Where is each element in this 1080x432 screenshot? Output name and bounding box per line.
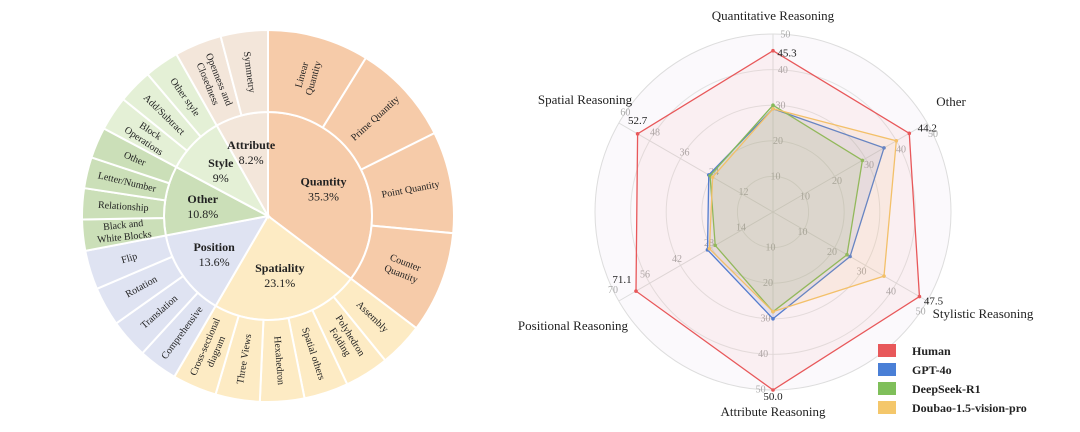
sunburst-subcategory-label: Symmetry	[241, 51, 257, 94]
legend-label: DeepSeek-R1	[912, 382, 981, 396]
radar-spoke	[618, 211, 774, 302]
radar-tick-label: 10	[770, 171, 780, 182]
radar-value-label: 44.2	[918, 122, 937, 134]
sunburst-category-percent: 10.8%	[187, 207, 218, 221]
radar-tick-label: 30	[761, 314, 771, 325]
sunburst-subcategory-label: Relationship	[98, 200, 149, 214]
radar-spoke	[618, 122, 774, 213]
radar-tick-label: 40	[896, 145, 906, 156]
radar-axis-label: Quantitative Reasoning	[712, 8, 835, 23]
legend-swatch	[878, 401, 896, 414]
radar-axis-label: Stylistic Reasoning	[933, 306, 1034, 321]
radar-tick-label: 20	[832, 176, 842, 187]
radar-value-label: 52.7	[628, 115, 648, 127]
radar-tick-label: 56	[640, 269, 650, 280]
sunburst-category-label: Position	[193, 240, 235, 254]
legend-swatch	[878, 363, 896, 376]
radar-axis-label: Attribute Reasoning	[720, 404, 826, 419]
sunburst-subcategory-label: Hexahedron	[271, 336, 286, 386]
radar-point-human	[907, 131, 912, 136]
radar-point-deepseek-r1	[845, 252, 849, 257]
radar-axis-label: Positional Reasoning	[518, 318, 629, 333]
radar-tick-label: 30	[775, 100, 785, 111]
radar-point-human	[634, 289, 638, 293]
radar-point-doubao-1-5-vision-pro	[771, 106, 775, 111]
radar-point-deepseek-r1	[771, 103, 775, 107]
radar-tick-label: 50	[928, 129, 938, 140]
radar-tick-label: 42	[672, 254, 682, 265]
sunburst-category-percent: 23.1%	[264, 276, 295, 290]
sunburst-outer-segment	[219, 28, 269, 117]
radar-tick-label: 30	[864, 160, 874, 171]
legend-swatch	[878, 382, 896, 395]
sunburst-category-percent: 13.6%	[199, 255, 230, 269]
sunburst-category-label: Spatiality	[255, 261, 304, 275]
radar-tick-label: 60	[620, 107, 630, 118]
sunburst-subcategory-label: Flip	[120, 251, 139, 266]
radar-point-deepseek-r1	[860, 158, 865, 163]
radar-tick-label: 40	[778, 65, 788, 76]
radar-value-label: 45.3	[777, 48, 797, 60]
radar-point-human	[771, 48, 775, 53]
radar-point-doubao-1-5-vision-pro	[707, 246, 712, 251]
radar-point-human	[635, 132, 640, 136]
radar-tick-label: 36	[679, 147, 689, 158]
sunburst-category-percent: 9%	[213, 171, 229, 185]
radar-tick-label: 20	[763, 278, 773, 289]
radar-axis-label: Spatial Reasoning	[538, 92, 633, 107]
sunburst-category-label: Style	[208, 156, 234, 170]
radar-point-doubao-1-5-vision-pro	[710, 175, 715, 179]
radar-tick-label: 40	[758, 349, 768, 360]
sunburst-category-label: Attribute	[227, 138, 276, 152]
radar-tick-label: 50	[916, 307, 926, 318]
legend-label: Doubao-1.5-vision-pro	[912, 401, 1027, 415]
radar-value-label: 71.1	[612, 274, 631, 286]
radar-point-deepseek-r1	[713, 243, 717, 248]
radar-point-human	[917, 294, 922, 299]
radar-tick-label: 10	[800, 191, 810, 202]
radar-tick-label: 30	[857, 267, 867, 278]
sunburst-category-label: Other	[187, 192, 218, 206]
radar-tick-label: 70	[608, 285, 618, 296]
sunburst-category-percent: 8.2%	[239, 153, 264, 167]
radar-value-label: 47.5	[924, 296, 944, 308]
radar-tick-label: 14	[736, 223, 746, 234]
radar-point-gpt-4o	[771, 317, 775, 321]
legend-label: Human	[912, 344, 951, 358]
radar-point-gpt-4o	[882, 146, 886, 150]
sunburst-category-percent: 35.3%	[308, 189, 339, 203]
radar-point-gpt-4o	[848, 254, 852, 259]
radar-tick-label: 48	[650, 127, 660, 138]
radar-tick-label: 50	[780, 29, 790, 40]
radar-value-label: 50.0	[763, 391, 783, 403]
radar-tick-label: 20	[773, 136, 783, 147]
radar-tick-label: 12	[738, 187, 748, 198]
radar-axis-label: Other	[936, 94, 966, 109]
radar-point-doubao-1-5-vision-pro	[771, 309, 775, 314]
radar-point-human	[771, 388, 775, 392]
radar-tick-label: 40	[886, 287, 896, 298]
radar-tick-label: 10	[798, 227, 808, 238]
legend-swatch	[878, 344, 896, 357]
legend-label: GPT-4o	[912, 363, 952, 377]
sunburst-category-label: Quantity	[300, 174, 346, 188]
radar-tick-label: 24	[709, 167, 719, 178]
radar-point-doubao-1-5-vision-pro	[894, 139, 899, 143]
radar-tick-label: 20	[827, 247, 837, 258]
radar-spoke	[772, 122, 928, 213]
radar-tick-label: 10	[766, 243, 776, 254]
radar-tick-label: 50	[756, 385, 766, 396]
radar-chart: 10 20 30 40 50 10 20 30 40 50 10 20 30 40 50 10 20 30 40 50…	[518, 8, 1034, 419]
radar-point-doubao-1-5-vision-pro	[882, 274, 886, 278]
